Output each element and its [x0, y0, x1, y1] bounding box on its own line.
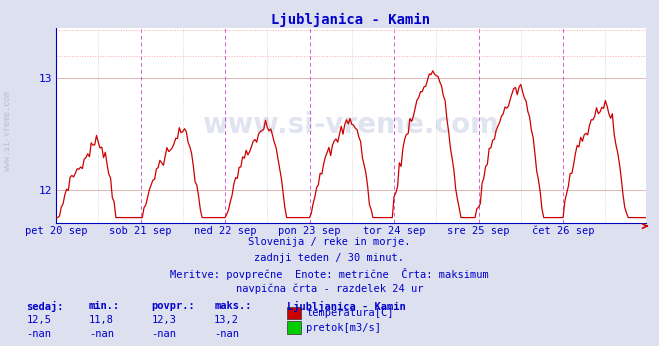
- Text: Slovenija / reke in morje.: Slovenija / reke in morje.: [248, 237, 411, 247]
- Title: Ljubljanica - Kamin: Ljubljanica - Kamin: [272, 12, 430, 27]
- Text: sedaj:: sedaj:: [26, 301, 64, 312]
- Text: 11,8: 11,8: [89, 315, 114, 325]
- Text: Meritve: povprečne  Enote: metrične  Črta: maksimum: Meritve: povprečne Enote: metrične Črta:…: [170, 268, 489, 280]
- Text: Ljubljanica - Kamin: Ljubljanica - Kamin: [287, 301, 405, 312]
- Text: -nan: -nan: [214, 329, 239, 339]
- Text: 13,2: 13,2: [214, 315, 239, 325]
- Text: 12,3: 12,3: [152, 315, 177, 325]
- Text: pretok[m3/s]: pretok[m3/s]: [306, 323, 382, 333]
- Text: maks.:: maks.:: [214, 301, 252, 311]
- Text: 12,5: 12,5: [26, 315, 51, 325]
- Bar: [287, 321, 301, 334]
- Text: -nan: -nan: [89, 329, 114, 339]
- Text: -nan: -nan: [26, 329, 51, 339]
- Bar: [287, 307, 301, 319]
- Text: www.si-vreme.com: www.si-vreme.com: [3, 91, 13, 172]
- Text: povpr.:: povpr.:: [152, 301, 195, 311]
- Text: zadnji teden / 30 minut.: zadnji teden / 30 minut.: [254, 253, 405, 263]
- Text: -nan: -nan: [152, 329, 177, 339]
- Text: min.:: min.:: [89, 301, 120, 311]
- Text: www.si-vreme.com: www.si-vreme.com: [202, 111, 500, 139]
- Text: temperatura[C]: temperatura[C]: [306, 308, 394, 318]
- Text: navpična črta - razdelek 24 ur: navpična črta - razdelek 24 ur: [236, 284, 423, 294]
